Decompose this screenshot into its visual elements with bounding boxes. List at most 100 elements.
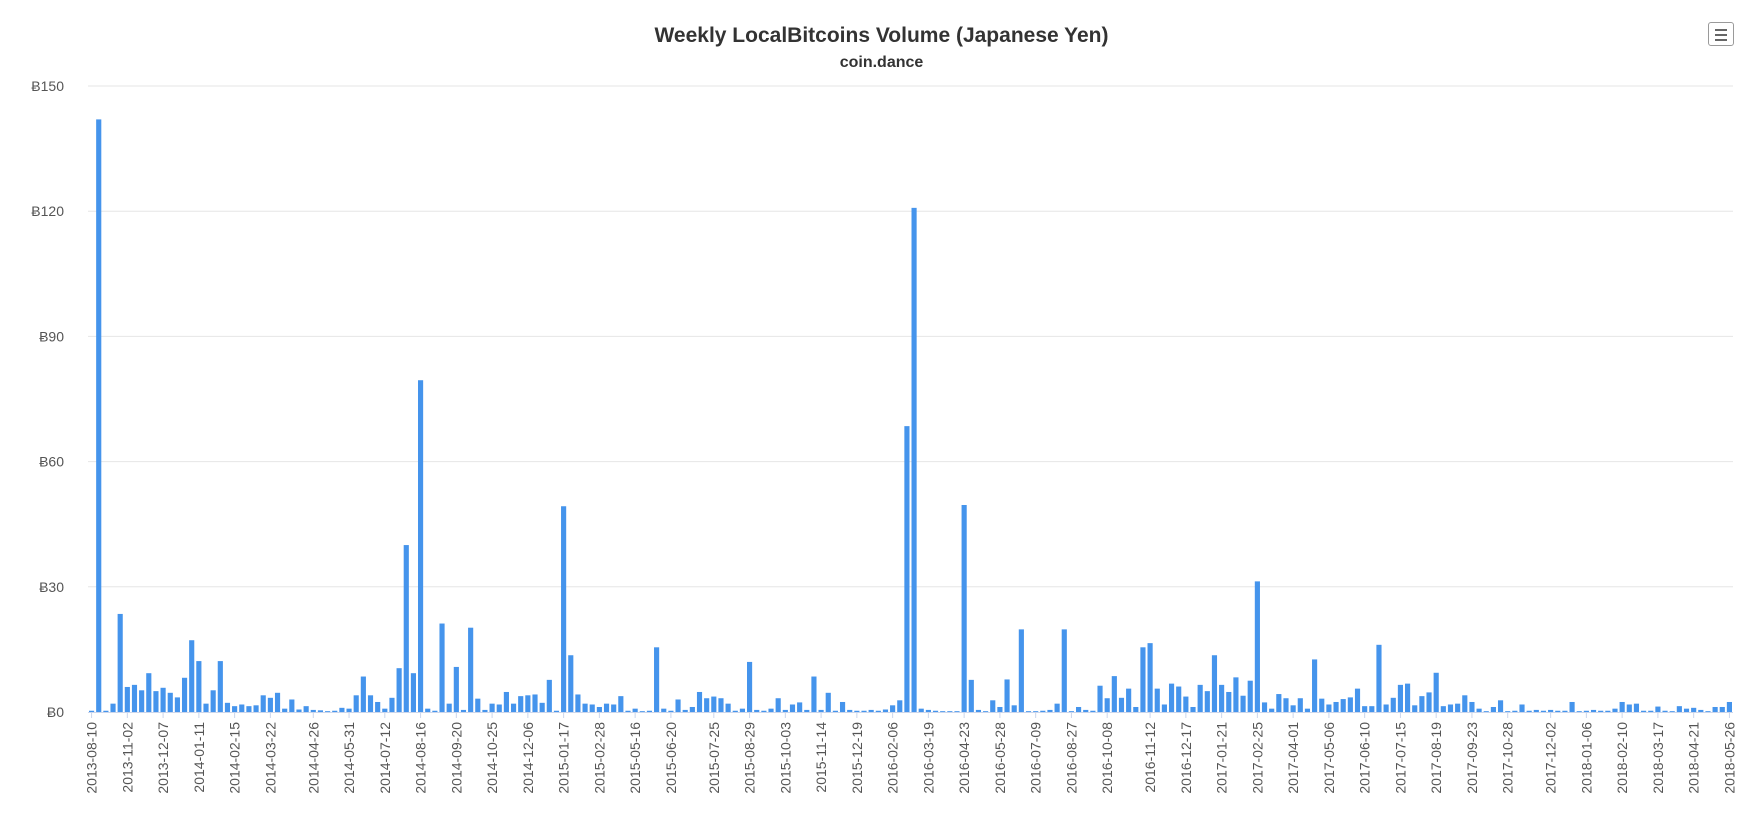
bar bbox=[224, 702, 231, 712]
x-tick-label: 2013-08-10 bbox=[84, 722, 100, 794]
bar bbox=[1483, 711, 1489, 712]
bar bbox=[1426, 692, 1432, 712]
bar bbox=[146, 673, 152, 712]
bar bbox=[696, 691, 703, 712]
bar bbox=[1655, 706, 1661, 712]
bar bbox=[1648, 710, 1654, 712]
bar bbox=[625, 710, 631, 712]
bar bbox=[940, 711, 946, 712]
bar bbox=[131, 684, 138, 712]
bar bbox=[1726, 701, 1732, 712]
bar bbox=[968, 679, 974, 712]
bar bbox=[596, 706, 602, 712]
bar bbox=[1562, 710, 1568, 712]
bar bbox=[1061, 629, 1067, 712]
bar bbox=[460, 709, 467, 712]
bar bbox=[203, 703, 209, 712]
bar bbox=[1168, 683, 1175, 712]
bar bbox=[1583, 710, 1589, 712]
bar bbox=[1676, 706, 1682, 712]
x-tick-label: 2015-12-19 bbox=[849, 722, 865, 794]
bar bbox=[1312, 659, 1318, 712]
bar bbox=[1662, 710, 1668, 712]
bar bbox=[1433, 672, 1439, 712]
bar bbox=[1405, 683, 1411, 712]
bar bbox=[1247, 680, 1253, 712]
bar bbox=[160, 687, 166, 712]
bar bbox=[332, 710, 338, 712]
bar bbox=[825, 692, 831, 712]
bar bbox=[682, 709, 688, 712]
bar bbox=[890, 705, 896, 712]
bar bbox=[882, 709, 889, 712]
bar bbox=[1633, 703, 1640, 712]
bar bbox=[1333, 701, 1339, 712]
bar bbox=[432, 710, 438, 712]
bar bbox=[611, 704, 617, 712]
bar bbox=[975, 709, 982, 712]
x-tick-label: 2018-03-17 bbox=[1650, 722, 1666, 794]
bar bbox=[1090, 710, 1096, 712]
bar bbox=[553, 710, 560, 712]
bar bbox=[1440, 706, 1446, 712]
x-tick-label: 2016-12-17 bbox=[1178, 722, 1194, 794]
bar bbox=[1018, 629, 1024, 712]
bar bbox=[210, 690, 216, 712]
bar bbox=[1490, 706, 1496, 712]
bar bbox=[1555, 710, 1561, 712]
bar bbox=[1455, 703, 1461, 712]
x-tick-label: 2016-04-23 bbox=[956, 722, 972, 794]
bar bbox=[1412, 705, 1418, 712]
bar bbox=[1183, 696, 1189, 712]
bar bbox=[267, 697, 273, 712]
bar bbox=[1347, 697, 1353, 712]
x-tick-label: 2015-06-20 bbox=[663, 722, 679, 794]
bar bbox=[1025, 711, 1032, 712]
bar bbox=[1669, 711, 1675, 712]
bar bbox=[253, 705, 259, 712]
bar bbox=[1297, 698, 1303, 712]
bar bbox=[260, 695, 266, 712]
bar bbox=[1447, 704, 1454, 712]
bar bbox=[818, 709, 824, 712]
bar bbox=[1226, 691, 1232, 712]
bar bbox=[1076, 706, 1082, 712]
bar bbox=[103, 710, 109, 712]
bar bbox=[239, 704, 245, 712]
bar bbox=[1526, 710, 1532, 712]
chart-menu-button[interactable] bbox=[1708, 22, 1734, 46]
bar bbox=[1576, 711, 1582, 712]
y-tick-label: Ƀ30 bbox=[39, 579, 64, 595]
bar bbox=[1698, 709, 1704, 712]
bar bbox=[918, 708, 924, 712]
bar bbox=[732, 710, 738, 712]
bar bbox=[1154, 688, 1160, 712]
bar bbox=[1133, 706, 1139, 712]
bar bbox=[1519, 704, 1525, 712]
bar bbox=[167, 692, 173, 712]
bar bbox=[1383, 704, 1389, 712]
bar bbox=[632, 708, 638, 712]
bar bbox=[1269, 708, 1275, 712]
y-tick-label: Ƀ120 bbox=[31, 203, 64, 219]
x-tick-label: 2014-07-12 bbox=[377, 722, 393, 794]
bar bbox=[181, 677, 188, 712]
x-tick-label: 2015-01-17 bbox=[556, 722, 572, 794]
bar bbox=[811, 676, 817, 712]
bar bbox=[1283, 698, 1289, 712]
bar bbox=[739, 708, 745, 712]
bar bbox=[561, 506, 567, 712]
x-tick-label: 2017-05-06 bbox=[1321, 722, 1337, 794]
x-tick-label: 2014-04-26 bbox=[305, 722, 321, 794]
bar bbox=[532, 694, 538, 712]
x-tick-label: 2015-10-03 bbox=[777, 722, 793, 794]
bar bbox=[1240, 695, 1246, 712]
x-tick-label: 2013-12-07 bbox=[155, 722, 171, 794]
x-tick-label: 2017-01-21 bbox=[1214, 722, 1230, 794]
bar bbox=[1319, 698, 1325, 712]
bar bbox=[1569, 701, 1575, 712]
bar bbox=[1419, 696, 1425, 712]
x-tick-label: 2017-09-23 bbox=[1464, 722, 1480, 794]
x-tick-label: 2015-11-14 bbox=[813, 722, 829, 793]
